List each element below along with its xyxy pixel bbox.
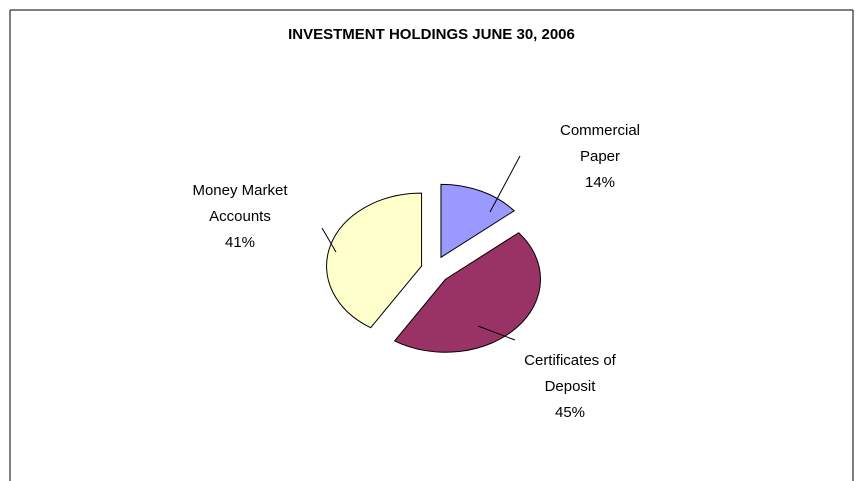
leader-line: [489, 155, 521, 213]
slice-category-label: Certificates of Deposit: [524, 352, 616, 395]
slice-value-label: 14%: [584, 174, 616, 191]
chart-title: INVESTMENT HOLDINGS JUNE 30, 2006: [288, 26, 575, 43]
slice-value-label: 45%: [554, 404, 586, 421]
pie-slice: [326, 192, 423, 329]
pie-slice: [393, 232, 541, 353]
slice-category-label: Commercial Paper: [559, 122, 640, 165]
slice-category-label: Money Market Accounts: [192, 182, 288, 225]
leader-line: [321, 227, 337, 253]
slice-value-label: 41%: [224, 234, 256, 251]
pie-slice: [440, 183, 515, 259]
leader-line: [477, 325, 516, 341]
